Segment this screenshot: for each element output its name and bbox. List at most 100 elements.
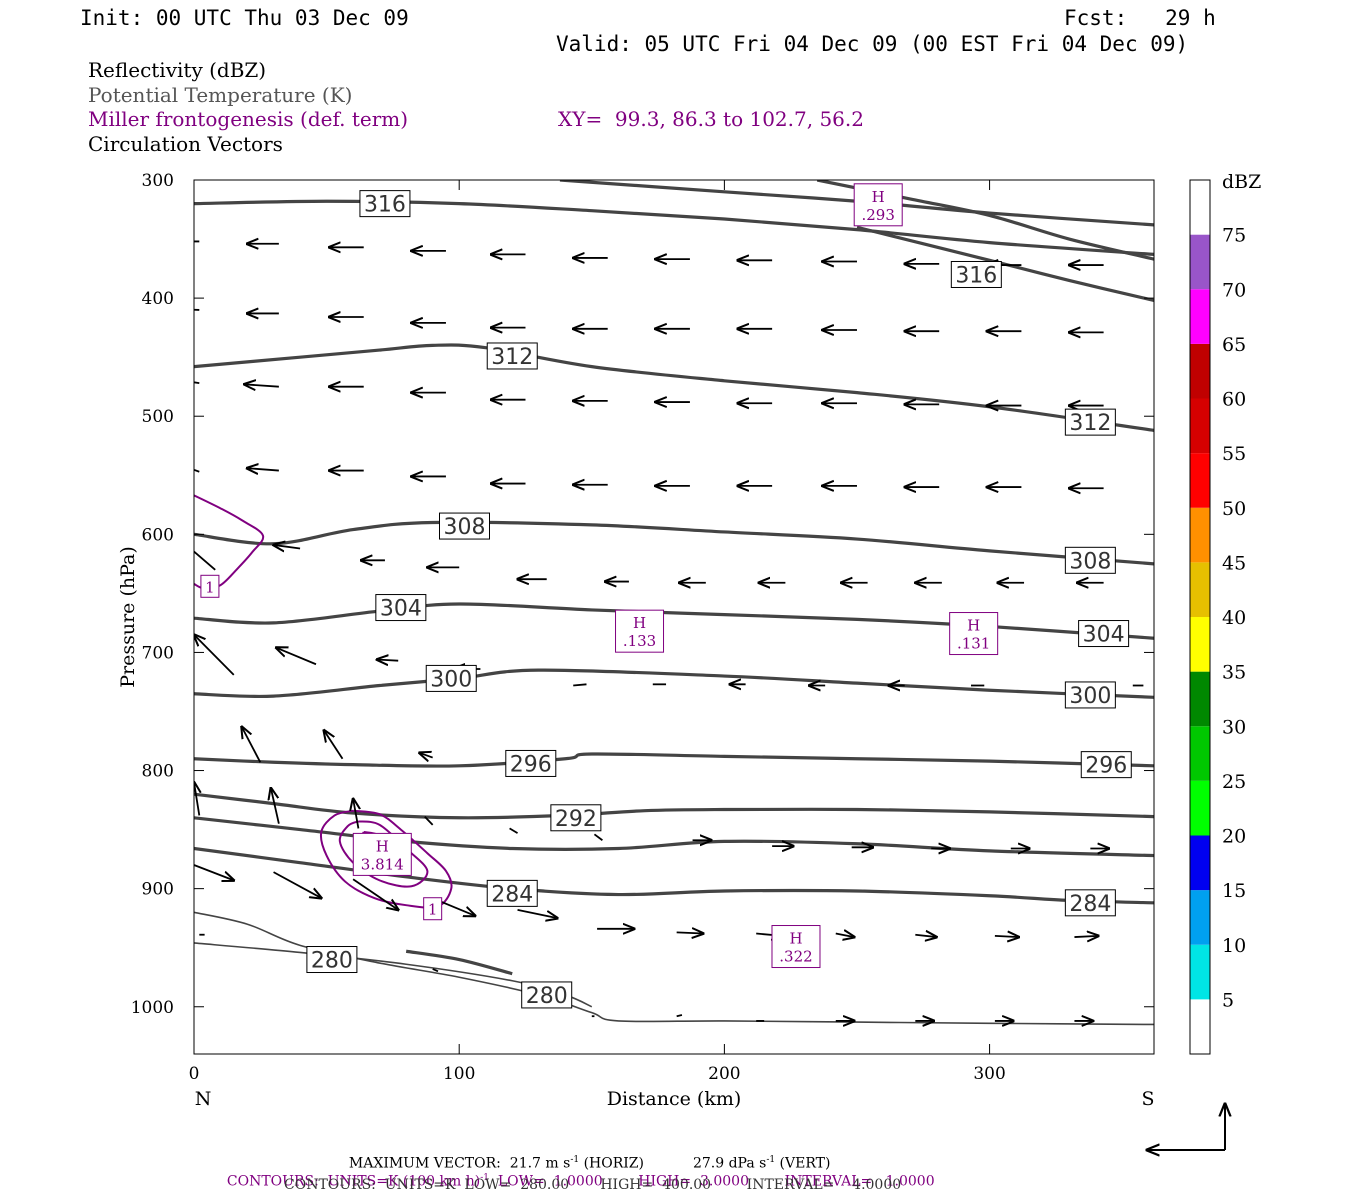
theta-label-text: 300 (1069, 684, 1111, 709)
circulation-vector (194, 550, 216, 571)
theta-label-text: 284 (1069, 892, 1111, 917)
colorbar-level-label: 45 (1222, 552, 1246, 574)
colorbar-swatch (1190, 562, 1210, 617)
colorbar-level-label: 15 (1222, 880, 1246, 902)
colorbar-swatch (1190, 944, 1210, 1000)
theta-label-text: 280 (526, 984, 568, 1009)
theta-label-box (1064, 546, 1116, 574)
theta-label-text: 296 (510, 752, 552, 777)
miller-label-box (615, 609, 665, 653)
vert-exponent: -1 (766, 1155, 776, 1165)
circulation-vector (274, 545, 301, 549)
miller-label-box (771, 925, 821, 969)
colorbar-swatch (1190, 835, 1210, 891)
miller-label-high: H (633, 614, 646, 632)
colorbar-swatch (1190, 398, 1210, 454)
theta-label-box (359, 190, 411, 218)
colorbar-swatch (1190, 726, 1210, 781)
miller-label-high: H (872, 188, 885, 206)
x-tick-label: 100 (443, 1064, 475, 1084)
theta-label-box (425, 664, 477, 692)
circulation-vector (509, 827, 518, 834)
x-end-label-north: N (195, 1088, 212, 1110)
colorbar-level-label: 75 (1222, 225, 1246, 247)
circulation-vector (1074, 936, 1098, 937)
theta-label: 300 (1064, 681, 1116, 709)
theta-contour-316 (194, 199, 1154, 257)
circulation-vector (244, 384, 279, 386)
theta-label-box (1064, 681, 1116, 709)
theta-label: 296 (1080, 751, 1132, 779)
miller-contour-units: CONTOURS: UNITS=K (100 km h) (226, 1173, 481, 1190)
circulation-vector (352, 878, 398, 910)
circulation-vector (573, 683, 587, 687)
circulation-vector (437, 899, 475, 915)
circulation-vector (419, 753, 433, 758)
theta-label: 304 (1078, 620, 1130, 648)
miller-label-value: .322 (779, 948, 812, 966)
colorbar-swatch (1190, 453, 1210, 508)
vert-suffix: (VERT) (779, 1155, 831, 1172)
legend-potential-temperature: Potential Temperature (K) (88, 83, 353, 107)
theta-label-box (438, 512, 490, 540)
theta-label-text: 312 (491, 345, 533, 370)
colorbar-swatch (1190, 617, 1210, 672)
colorbar-level-label: 25 (1222, 771, 1246, 793)
y-tick-label: 800 (142, 762, 174, 782)
theta-contour-284 (194, 846, 1154, 905)
miller-contours (194, 494, 453, 909)
max-vector-label: MAXIMUM VECTOR: (348, 1155, 501, 1172)
theta-label: 296 (505, 749, 557, 777)
theta-label-box (505, 749, 557, 777)
y-tick-label: 600 (142, 525, 174, 545)
theta-label-box (950, 260, 1002, 288)
circulation-vector (194, 864, 234, 880)
miller-units-exponent: -1 (480, 1173, 489, 1183)
theta-contour-unlabeled (194, 816, 1154, 858)
theta-label-text: 280 (311, 949, 353, 974)
max-vector-line: MAXIMUM VECTOR: 21.7 m s-1 (HORIZ) 27.9 … (340, 1142, 831, 1172)
colorbar-level-label: 60 (1222, 389, 1246, 411)
theta-label-box (486, 879, 538, 907)
miller-label-high: H (967, 617, 980, 635)
circulation-vector (835, 934, 855, 938)
circulation-vector (353, 799, 358, 829)
miller-contour-info: CONTOURS: UNITS=K (100 km h)-1 LOW= 1.00… (218, 1160, 935, 1189)
theta-label-text: 308 (443, 515, 485, 540)
miller-label-box (200, 574, 220, 598)
miller-label-box (853, 183, 903, 227)
miller-label: H3.814 (352, 832, 412, 876)
theta-label: 300 (425, 664, 477, 692)
theta-contour-304 (194, 602, 1154, 640)
miller-label-box (352, 832, 412, 876)
theta-label: 304 (375, 594, 427, 622)
theta-label: 316 (950, 260, 1002, 288)
miller-label-text: 1 (428, 901, 438, 919)
miller-contour-range: LOW= 1.0000 HIGH= 3.0000 INTERVAL= 1.000… (488, 1173, 935, 1190)
miller-label: H.293 (853, 183, 903, 227)
theta-contours (194, 180, 1154, 1026)
max-vector-horiz: 21.7 m s (509, 1155, 571, 1172)
circulation-vector (593, 833, 603, 841)
circulation-vector (271, 788, 280, 824)
colorbar-swatch (1190, 180, 1210, 235)
theta-contour-300 (194, 668, 1154, 699)
theta-label-box (521, 981, 573, 1009)
theta-contour-unlabeled (405, 949, 513, 976)
colorbar-level-label: 30 (1222, 716, 1246, 738)
valid-time: Valid: 05 UTC Fri 04 Dec 09 (00 EST Fri … (556, 32, 1189, 56)
theta-label-box (1064, 889, 1116, 917)
theta-label: 280 (306, 946, 358, 974)
theta-label: 316 (359, 190, 411, 218)
circulation-vector (676, 932, 704, 933)
theta-label-box (486, 342, 538, 370)
colorbar-level-label: 35 (1222, 662, 1246, 684)
theta-label: 280 (521, 981, 573, 1009)
y-tick-label: 300 (142, 171, 174, 191)
colorbar-level-label: 10 (1222, 935, 1246, 957)
plot-frame (193, 179, 1155, 1055)
miller-label-high: H (789, 930, 802, 948)
colorbar-level-label: 65 (1222, 334, 1246, 356)
y-tick-label: 400 (142, 289, 174, 309)
y-tick-label: 1000 (131, 998, 174, 1018)
